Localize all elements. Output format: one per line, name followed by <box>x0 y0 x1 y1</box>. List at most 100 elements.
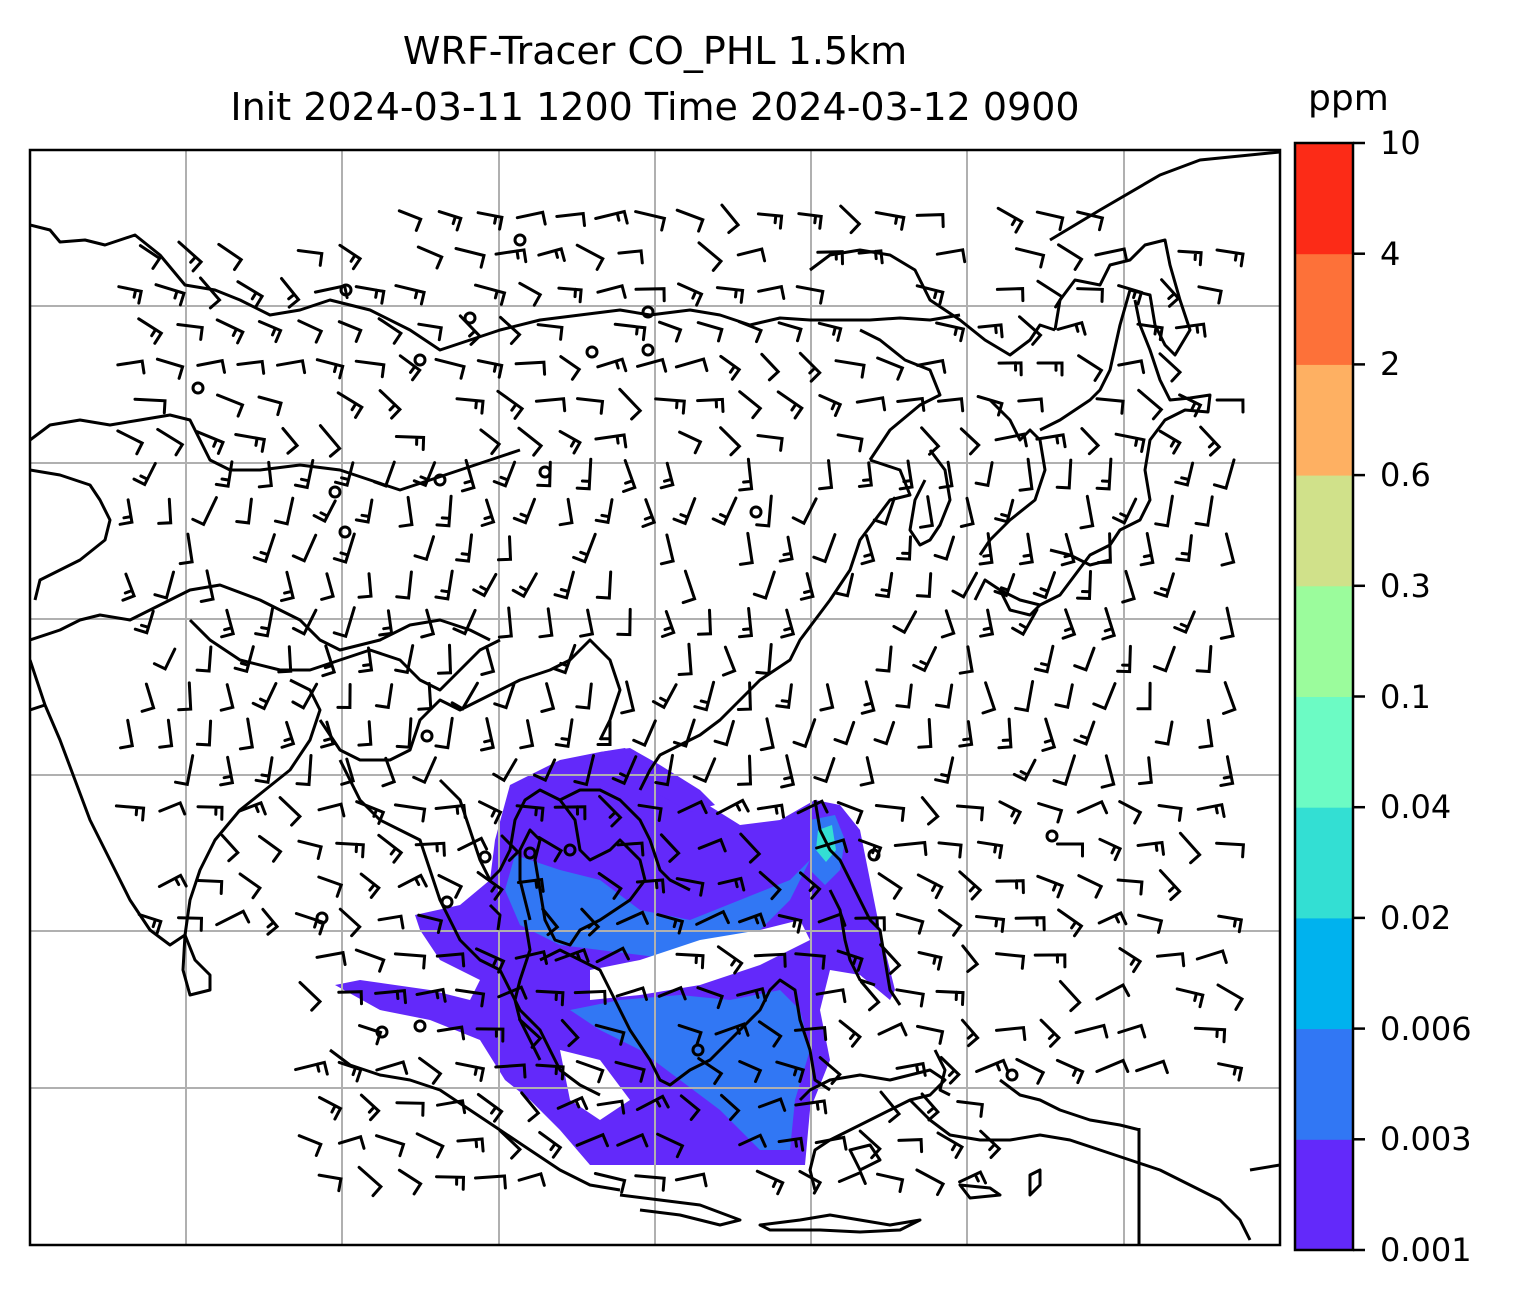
wind-barb <box>321 644 337 678</box>
wind-barb <box>312 499 337 524</box>
wind-barb <box>1199 425 1222 457</box>
wind-barb <box>877 1021 908 1037</box>
wind-barb <box>1100 754 1116 789</box>
wind-barb <box>332 532 356 564</box>
wind-barb <box>951 571 978 599</box>
wind-barb <box>1095 397 1125 415</box>
wind-barb <box>895 683 913 709</box>
wind-barb <box>435 1175 466 1191</box>
map-frame <box>28 148 1282 1247</box>
wind-barb <box>117 285 143 305</box>
wind-barb <box>872 496 896 526</box>
wind-barb <box>398 354 422 382</box>
wind-barb <box>720 203 741 234</box>
wind-barb <box>498 1129 523 1160</box>
wind-barb <box>981 681 997 715</box>
wind-barb <box>1175 534 1193 563</box>
wind-barb <box>696 321 724 343</box>
wind-barb <box>635 878 666 894</box>
wind-barb <box>1101 607 1117 641</box>
plume-gap-white <box>590 920 810 1000</box>
wind-barb <box>555 211 586 227</box>
wind-barb <box>776 390 804 420</box>
wind-barb <box>677 642 693 676</box>
wind-barb <box>836 949 864 972</box>
wind-barb <box>291 682 319 710</box>
wind-barb <box>359 872 381 899</box>
wind-barb <box>672 497 697 526</box>
wind-barb <box>719 426 742 457</box>
wind-barb <box>220 608 236 639</box>
wind-barb <box>978 532 994 566</box>
wind-barb <box>995 287 1025 303</box>
wind-barb <box>338 243 363 271</box>
map-panel <box>30 150 1280 1245</box>
colorbar-segment <box>1295 1028 1353 1140</box>
wind-barb <box>395 717 413 749</box>
wind-barb <box>756 434 784 452</box>
wind-barb <box>997 361 1023 377</box>
wind-barb <box>1154 494 1174 528</box>
wind-barb <box>377 317 403 345</box>
colorbar-segment <box>1295 585 1353 697</box>
wind-barb <box>677 282 704 307</box>
wind-barb <box>418 1056 443 1085</box>
wind-barb <box>879 1090 902 1123</box>
wind-barb <box>1175 987 1205 1009</box>
wind-barb <box>1057 908 1084 938</box>
wind-barb <box>291 533 318 563</box>
wind-barb <box>536 323 564 341</box>
wind-barb <box>121 572 137 602</box>
wind-barb <box>634 210 667 232</box>
wind-barb <box>520 1091 541 1123</box>
wind-barb <box>317 1173 343 1193</box>
wind-barb <box>1156 952 1186 968</box>
wind-barb <box>934 683 954 709</box>
wind-barb <box>677 799 708 815</box>
wind-barb <box>1195 949 1228 964</box>
wind-barb <box>912 646 937 673</box>
wind-barb <box>1116 644 1132 674</box>
wind-barb <box>1195 645 1213 674</box>
wind-barb <box>937 841 963 859</box>
wind-barb <box>857 461 873 488</box>
wind-barb <box>220 833 240 863</box>
wind-barb <box>177 240 204 273</box>
wind-barb <box>738 531 754 566</box>
wind-barb <box>116 429 145 456</box>
plume-mid-gulf <box>505 855 810 960</box>
wind-barb <box>237 800 267 816</box>
colorbar-tick-label: 0.001 <box>1380 1231 1472 1269</box>
wind-barb <box>357 572 373 599</box>
wind-barb <box>675 952 705 970</box>
wind-barb <box>516 877 545 893</box>
wind-barb <box>537 835 564 863</box>
wind-barb <box>994 432 1028 448</box>
wind-barb <box>874 804 906 822</box>
wind-barb <box>359 1093 381 1122</box>
wind-barb <box>1017 397 1044 413</box>
wind-barb <box>154 283 186 307</box>
wind-barb <box>394 435 426 451</box>
wind-barb <box>958 870 983 901</box>
wind-barb <box>857 249 884 265</box>
wind-barb <box>177 916 204 932</box>
wind-barb <box>1098 837 1123 862</box>
wind-barb <box>1057 243 1084 271</box>
wind-barb <box>295 754 313 787</box>
wind-barb <box>738 1133 767 1148</box>
wind-barb <box>196 805 224 821</box>
wind-barb <box>515 804 545 822</box>
wind-barb <box>394 284 426 306</box>
wind-barb <box>836 801 864 825</box>
wind-barb <box>799 572 815 601</box>
wind-barb <box>515 210 547 226</box>
wind-barb <box>414 841 446 857</box>
wind-barb <box>252 533 276 564</box>
wind-barb <box>336 683 352 710</box>
wind-barb <box>420 608 436 639</box>
wind-barb <box>480 645 496 676</box>
wind-barb <box>874 211 906 231</box>
wind-barb <box>1018 457 1034 492</box>
wind-barb <box>739 832 762 864</box>
